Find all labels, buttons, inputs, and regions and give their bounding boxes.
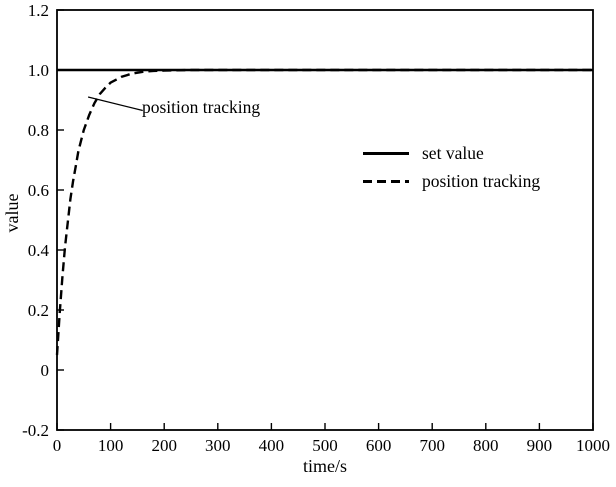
y-tick-label: 1.2 (28, 1, 49, 20)
y-tick-label: 0.6 (28, 181, 49, 200)
x-tick-label: 800 (473, 436, 499, 455)
annotation-leader-line (87, 96, 143, 112)
series-position-tracking (55, 68, 593, 356)
legend-label-set-value: set value (422, 143, 484, 163)
x-axis-label: time/s (303, 456, 347, 476)
y-tick-label: -0.2 (22, 421, 49, 440)
solid-line-sample (363, 151, 409, 155)
annotation-position-tracking: position tracking (142, 97, 261, 117)
legend-item-position-tracking: position tracking (363, 169, 540, 193)
legend-label-position-tracking: position tracking (422, 171, 541, 191)
y-tick-label: 0.8 (28, 121, 49, 140)
dashed-line-sample (363, 179, 409, 183)
x-tick-label: 1000 (576, 436, 610, 455)
y-tick-label: 0 (41, 361, 50, 380)
x-tick-label: 300 (205, 436, 231, 455)
x-tick-label: 900 (527, 436, 553, 455)
y-tick-label: 0.2 (28, 301, 49, 320)
x-tick-label: 700 (419, 436, 445, 455)
legend-item-set-value: set value (363, 141, 540, 165)
y-tick-label: 1.0 (28, 61, 49, 80)
x-tick-label: 200 (151, 436, 177, 455)
x-tick-label: 400 (259, 436, 285, 455)
x-tick-label: 500 (312, 436, 338, 455)
legend: set value position tracking (363, 141, 540, 197)
y-axis-label: value (2, 193, 22, 233)
x-tick-label: 0 (53, 436, 62, 455)
y-tick-label: 0.4 (28, 241, 50, 260)
x-tick-label: 600 (366, 436, 392, 455)
x-tick-label: 100 (98, 436, 124, 455)
